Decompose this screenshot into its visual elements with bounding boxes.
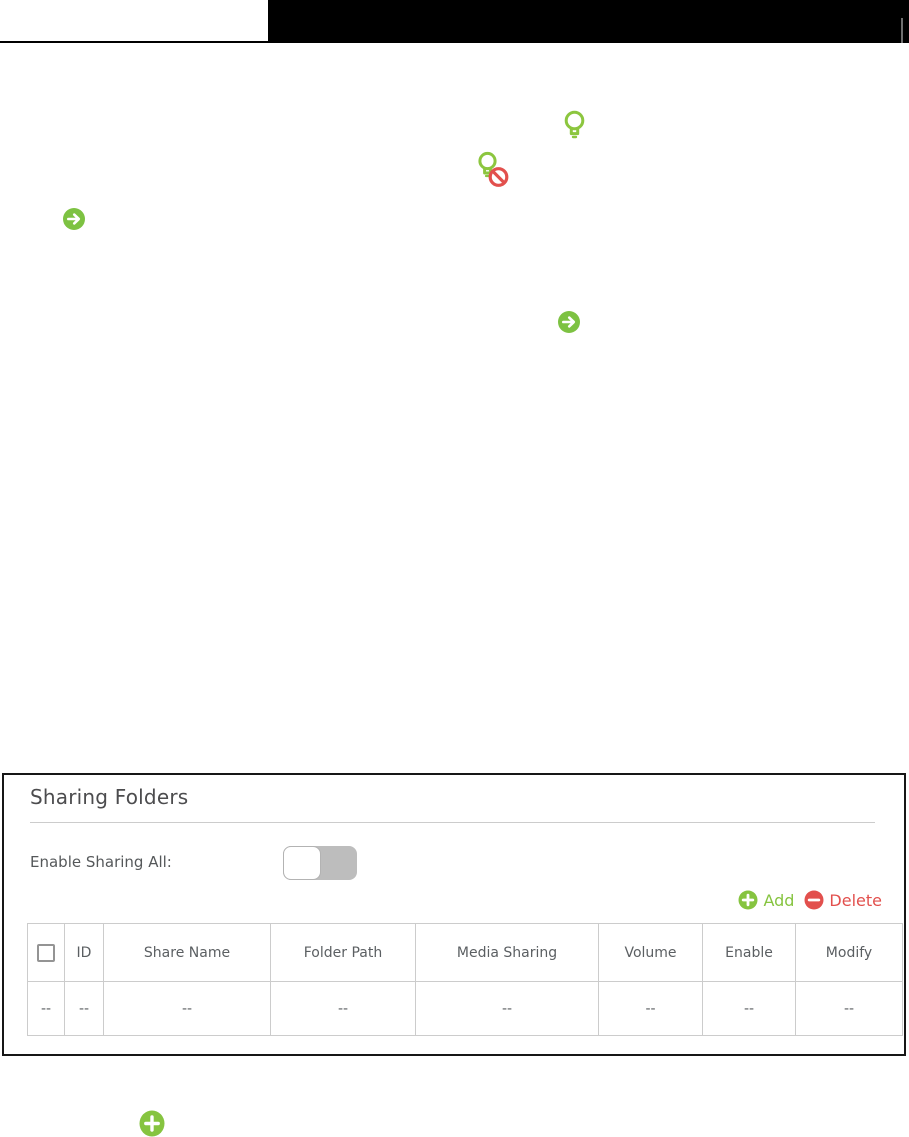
cell-id: --	[64, 981, 104, 1036]
table-actions: Add Delete	[738, 888, 882, 912]
column-header-id: ID	[64, 923, 104, 982]
sharing-folders-panel: Sharing Folders Enable Sharing All: Add …	[2, 773, 906, 1056]
add-button[interactable]: Add	[738, 890, 794, 910]
select-all-cell	[27, 923, 65, 982]
add-button-label: Add	[763, 890, 795, 910]
delete-button-label: Delete	[829, 890, 882, 910]
column-header-modify: Modify	[795, 923, 903, 982]
table-header-row: ID Share Name Folder Path Media Sharing …	[27, 923, 903, 982]
cell-modify: --	[795, 981, 903, 1036]
header-banner	[268, 0, 909, 43]
delete-button[interactable]: Delete	[804, 890, 882, 910]
table-row: -- -- -- -- -- -- -- --	[27, 981, 903, 1036]
toggle-knob	[283, 846, 321, 880]
lightbulb-icon	[561, 110, 588, 142]
plus-circle-icon	[139, 1110, 165, 1137]
column-header-media-sharing: Media Sharing	[415, 923, 599, 982]
sharing-folders-table: ID Share Name Folder Path Media Sharing …	[27, 923, 903, 1036]
enable-sharing-all-toggle[interactable]	[283, 846, 357, 880]
cell-enable: --	[702, 981, 796, 1036]
minus-circle-icon	[804, 890, 824, 910]
title-divider	[30, 822, 875, 823]
lightbulb-off-icon	[476, 151, 510, 189]
header-rule	[0, 41, 909, 43]
arrow-right-circle-icon	[557, 310, 581, 334]
column-header-share-name: Share Name	[103, 923, 271, 982]
arrow-right-circle-icon	[62, 207, 86, 231]
page-title: Sharing Folders	[30, 785, 189, 809]
cell-select: --	[27, 981, 65, 1036]
column-header-volume: Volume	[598, 923, 703, 982]
cell-media-sharing: --	[415, 981, 599, 1036]
header-divider-line	[901, 18, 903, 43]
column-header-folder-path: Folder Path	[270, 923, 416, 982]
column-header-enable: Enable	[702, 923, 796, 982]
select-all-checkbox[interactable]	[37, 943, 55, 962]
cell-volume: --	[598, 981, 703, 1036]
enable-sharing-all-label: Enable Sharing All:	[30, 853, 172, 871]
plus-circle-icon	[738, 890, 758, 910]
cell-folder-path: --	[270, 981, 416, 1036]
cell-share-name: --	[103, 981, 271, 1036]
